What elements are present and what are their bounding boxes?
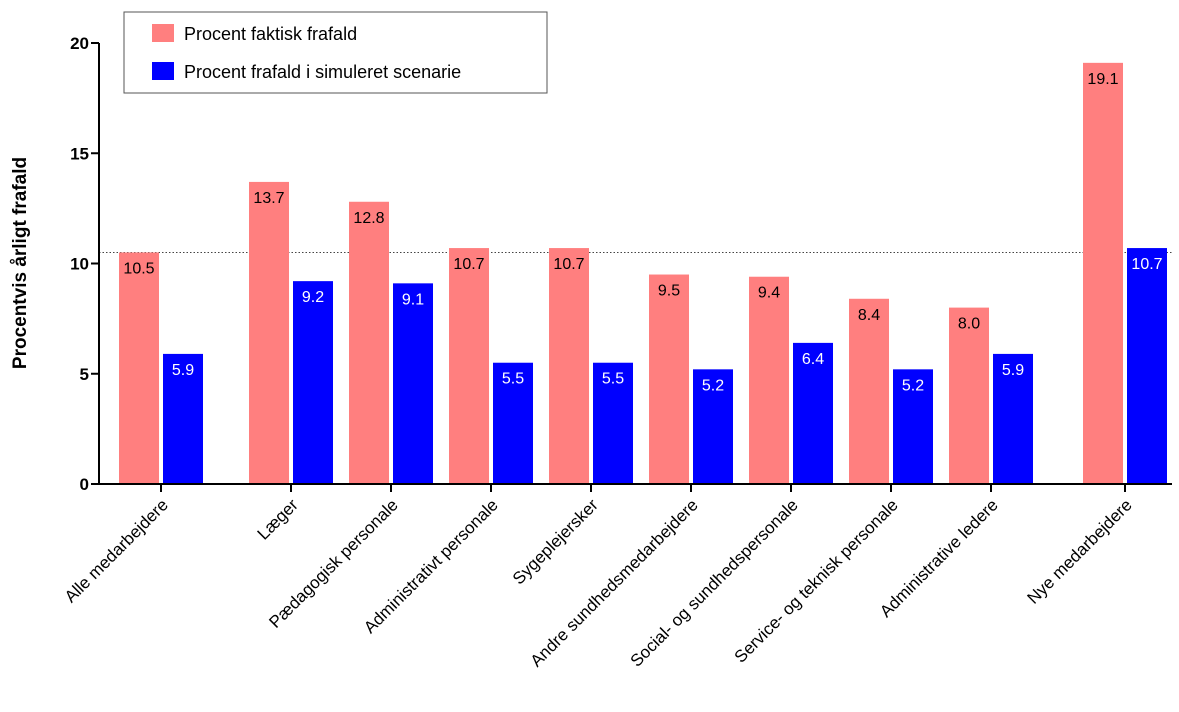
y-tick-label-5: 5 (80, 365, 89, 384)
legend-box (123, 11, 548, 94)
bar-simulated-3 (493, 362, 533, 484)
data-label-simulated-8: 5.9 (1002, 362, 1024, 379)
x-tick-label-0: Alle medarbejdere (61, 495, 172, 606)
data-label-actual-0: 10.5 (123, 260, 154, 277)
y-axis-label: Procentvis årligt frafald (10, 157, 31, 369)
data-label-actual-4: 10.7 (553, 256, 584, 273)
data-label-actual-7: 8.4 (858, 307, 880, 324)
x-tick-label-9: Nye medarbejdere (1023, 495, 1135, 607)
bar-actual-6 (749, 276, 789, 484)
data-label-actual-2: 12.8 (353, 210, 384, 227)
bars-group: 10.5 13.7 12.8 10.7 10.7 9.5 9.4 8.4 8.0 19.1 5.9 9… (119, 62, 1167, 485)
y-tick-label-0: 0 (80, 475, 89, 494)
bar-simulated-6 (793, 342, 833, 484)
data-label-actual-1: 13.7 (253, 190, 284, 207)
data-label-simulated-1: 9.2 (302, 289, 324, 306)
data-label-simulated-6: 6.4 (802, 351, 824, 368)
data-label-simulated-2: 9.1 (402, 291, 424, 308)
data-label-actual-8: 8.0 (958, 316, 980, 333)
bar-simulated-0 (163, 353, 203, 484)
bar-simulated-8 (993, 353, 1033, 484)
x-tick-label-7: Service- og teknisk personale (731, 495, 902, 666)
data-label-actual-6: 9.4 (758, 285, 780, 302)
y-tick-label-20: 20 (70, 34, 89, 53)
bar-actual-1 (249, 181, 289, 485)
x-tick-label-1: Læger (254, 495, 302, 543)
legend: Procent faktisk frafald Procent frafald … (123, 11, 548, 94)
bar-actual-0 (119, 252, 159, 484)
data-label-simulated-0: 5.9 (172, 362, 194, 379)
bar-simulated-2 (393, 283, 433, 484)
bar-actual-3 (449, 248, 489, 484)
data-label-actual-3: 10.7 (453, 256, 484, 273)
data-label-simulated-4: 5.5 (602, 371, 624, 388)
y-tick-label-15: 15 (70, 144, 89, 163)
bar-actual-2 (349, 201, 389, 484)
data-label-simulated-3: 5.5 (502, 371, 524, 388)
legend-swatch-actual (152, 24, 174, 42)
bar-simulated-5 (693, 369, 733, 484)
data-label-simulated-5: 5.2 (702, 377, 724, 394)
y-tick-label-10: 10 (70, 255, 89, 274)
x-tick-label-6: Social- og sundhedspersonale (627, 495, 802, 670)
x-tick-label-4: Sygeplejersker (509, 495, 602, 588)
bar-actual-4 (549, 248, 589, 484)
bar-actual-8 (949, 307, 989, 484)
data-label-simulated-7: 5.2 (902, 377, 924, 394)
legend-swatch-simulated (152, 62, 174, 80)
bar-simulated-9 (1127, 248, 1167, 484)
bar-simulated-1 (293, 281, 333, 484)
bar-simulated-7 (893, 369, 933, 484)
bar-simulated-4 (593, 362, 633, 484)
x-tick-label-5: Andre sundhedsmedarbejdere (527, 495, 702, 670)
data-label-simulated-9: 10.7 (1131, 256, 1162, 273)
bar-actual-9 (1083, 62, 1123, 484)
legend-label-simulated: Procent frafald i simuleret scenarie (184, 62, 461, 82)
data-label-actual-5: 9.5 (658, 283, 680, 300)
data-label-actual-9: 19.1 (1087, 71, 1118, 88)
bar-actual-5 (649, 274, 689, 484)
y-axis-title: Procentvis årligt frafald (10, 157, 31, 369)
legend-label-actual: Procent faktisk frafald (184, 24, 357, 44)
bar-actual-7 (849, 298, 889, 484)
